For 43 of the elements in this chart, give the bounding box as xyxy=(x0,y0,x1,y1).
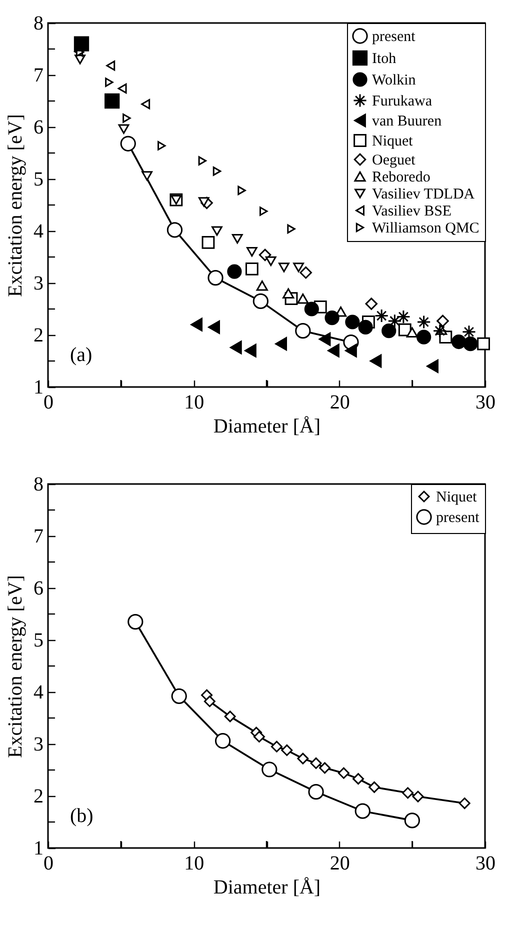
y-tick-label: 6 xyxy=(34,578,44,600)
legend-label: Wolkin xyxy=(372,72,416,88)
y-tick-label: 2 xyxy=(34,786,44,808)
legend-label: Reboredo xyxy=(372,170,430,186)
x-tick-label: 20 xyxy=(330,392,350,414)
annotation: (b) xyxy=(70,805,94,827)
x-tick-label: 20 xyxy=(330,852,350,874)
y-tick-label: 7 xyxy=(34,64,44,86)
legend-label: Oeguet xyxy=(372,152,416,168)
legend-label: Itoh xyxy=(372,51,397,67)
legend-label: Williamson QMC xyxy=(372,220,480,236)
y-tick-label: 5 xyxy=(34,168,44,190)
y-tick-label: 8 xyxy=(34,474,44,496)
y-tick-label: 4 xyxy=(34,682,44,704)
x-tick-label: 30 xyxy=(476,852,496,874)
x-tick-label: 0 xyxy=(44,392,54,414)
legend-label: Vasiliev BSE xyxy=(372,204,452,220)
y-tick-label: 4 xyxy=(34,220,44,242)
x-axis-title: Diameter [Å] xyxy=(213,416,321,438)
x-tick-label: 0 xyxy=(44,852,54,874)
x-tick-label: 10 xyxy=(184,852,204,874)
legend-label: present xyxy=(436,510,480,526)
y-tick-label: 3 xyxy=(34,272,44,294)
y-tick-label: 1 xyxy=(34,838,44,860)
legend-label: Niquet xyxy=(436,490,478,506)
y-tick-label: 6 xyxy=(34,116,44,138)
annotation: (a) xyxy=(70,344,92,366)
x-tick-label: 10 xyxy=(184,392,204,414)
legend-label: van Buuren xyxy=(372,114,442,130)
x-tick-label: 30 xyxy=(476,392,496,414)
x-axis-title: Diameter [Å] xyxy=(213,876,321,898)
y-axis-title: Excitation energy [eV] xyxy=(4,575,26,758)
y-tick-label: 2 xyxy=(34,324,44,346)
y-tick-label: 1 xyxy=(34,376,44,398)
y-tick-label: 5 xyxy=(34,630,44,652)
legend-label: Vasiliev TDLDA xyxy=(372,186,475,202)
y-tick-label: 3 xyxy=(34,734,44,756)
y-tick-label: 8 xyxy=(34,12,44,34)
legend-label: present xyxy=(372,29,416,45)
y-axis-title: Excitation energy [eV] xyxy=(4,114,26,297)
y-tick-label: 7 xyxy=(34,526,44,548)
legend-label: Furukawa xyxy=(372,94,432,110)
legend-label: Niquet xyxy=(372,134,414,150)
